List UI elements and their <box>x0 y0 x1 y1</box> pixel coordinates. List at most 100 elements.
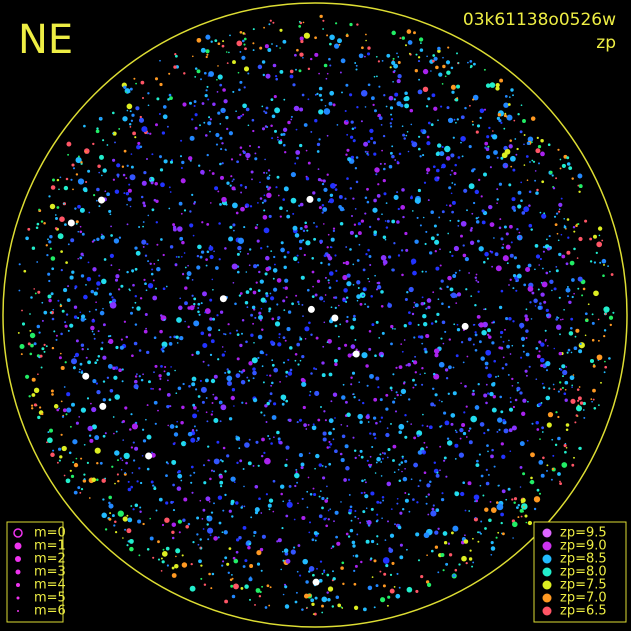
star <box>312 367 316 370</box>
star <box>354 167 358 170</box>
star <box>136 480 139 483</box>
star <box>115 430 118 433</box>
star <box>433 348 440 354</box>
star <box>441 492 444 495</box>
star <box>494 375 498 378</box>
star <box>390 113 393 116</box>
star <box>383 94 386 97</box>
star <box>430 322 434 325</box>
star <box>263 171 266 174</box>
star <box>508 96 511 98</box>
star <box>230 476 236 482</box>
star <box>551 467 555 471</box>
star <box>416 501 419 504</box>
star <box>313 492 317 497</box>
star <box>231 577 234 580</box>
star <box>207 527 214 534</box>
star <box>578 446 582 451</box>
star <box>482 321 488 328</box>
star <box>288 418 292 422</box>
star <box>401 470 403 473</box>
star <box>241 505 244 507</box>
star <box>474 500 477 503</box>
star <box>474 516 477 519</box>
star <box>566 250 571 255</box>
star <box>296 570 299 573</box>
star <box>322 179 326 183</box>
star <box>601 258 607 264</box>
star <box>176 420 179 423</box>
star <box>116 173 120 177</box>
star <box>604 312 607 316</box>
star <box>139 506 142 509</box>
star <box>468 145 472 149</box>
star <box>57 233 64 240</box>
star <box>472 389 475 393</box>
star <box>541 213 547 219</box>
star <box>165 546 170 551</box>
star <box>312 613 315 615</box>
star <box>511 377 514 381</box>
star <box>322 19 325 22</box>
star <box>282 39 287 44</box>
star <box>374 437 377 440</box>
star <box>238 370 241 373</box>
star <box>39 354 43 358</box>
star <box>321 596 328 603</box>
star <box>459 427 464 433</box>
star <box>535 421 539 425</box>
star <box>492 381 496 385</box>
star <box>209 353 213 357</box>
star <box>392 444 397 449</box>
star <box>398 463 401 466</box>
star <box>396 101 402 107</box>
star <box>462 431 467 436</box>
star <box>226 127 229 131</box>
star <box>273 263 276 266</box>
star <box>208 116 211 119</box>
star <box>152 388 154 390</box>
star <box>208 500 211 503</box>
star <box>441 210 445 214</box>
star <box>235 373 241 378</box>
star <box>560 197 563 200</box>
star <box>495 82 500 88</box>
zp-label: zp=8.0 <box>560 565 607 580</box>
star <box>193 297 197 301</box>
star <box>269 586 272 589</box>
star <box>283 255 287 259</box>
star <box>87 169 91 173</box>
star <box>483 393 488 398</box>
star <box>441 320 446 325</box>
star <box>389 386 393 390</box>
star <box>219 310 224 314</box>
star <box>420 301 425 306</box>
star <box>575 328 580 333</box>
star <box>345 153 348 156</box>
star <box>430 549 434 553</box>
star <box>146 350 150 355</box>
star <box>254 226 258 230</box>
star <box>510 165 513 168</box>
star <box>419 479 422 482</box>
star <box>300 39 304 44</box>
star <box>73 462 79 468</box>
star <box>245 340 248 344</box>
star <box>354 564 358 568</box>
star <box>307 476 310 479</box>
star <box>352 263 355 266</box>
star <box>108 495 112 500</box>
star <box>376 535 379 538</box>
star <box>477 216 480 219</box>
star <box>437 527 440 530</box>
star <box>256 550 262 556</box>
star <box>540 364 544 368</box>
star <box>73 490 78 495</box>
star <box>515 280 518 283</box>
star <box>375 584 379 588</box>
star <box>500 156 504 160</box>
star <box>352 283 355 286</box>
star <box>554 443 558 447</box>
star <box>198 559 202 564</box>
star <box>511 344 514 347</box>
